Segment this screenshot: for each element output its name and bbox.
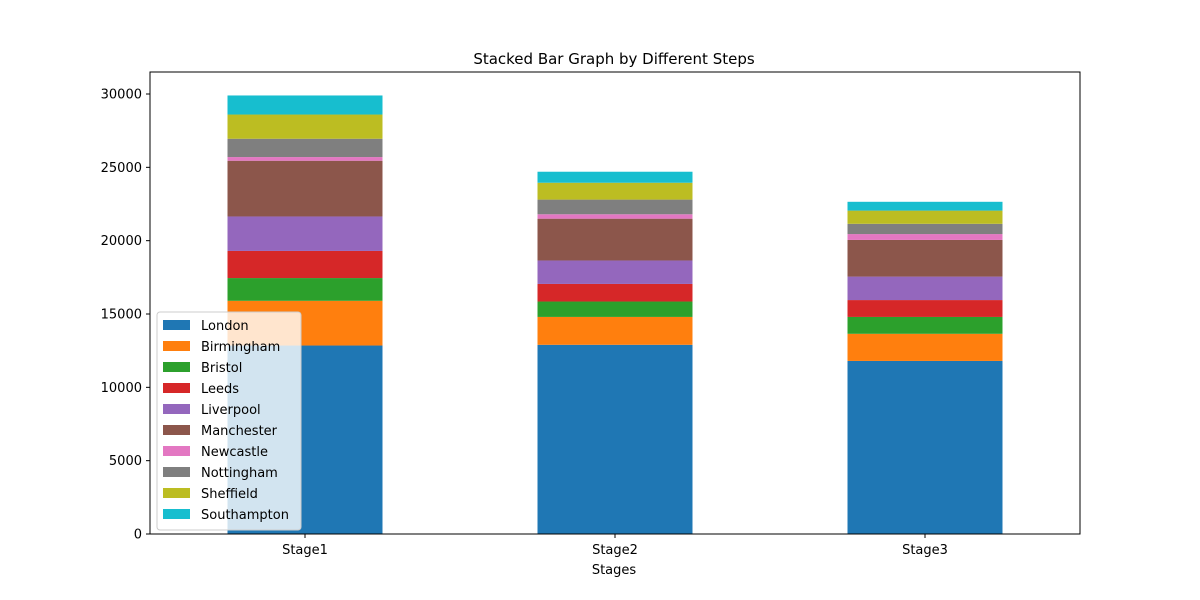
bar-segment-manchester-stage1	[227, 160, 383, 217]
series-london	[227, 344, 1003, 534]
bar-segment-southampton-stage1	[227, 95, 383, 115]
bar-segment-sheffield-stage3	[847, 210, 1003, 224]
legend-label-nottingham: Nottingham	[201, 466, 278, 481]
series-manchester	[227, 160, 1003, 277]
bar-segment-leeds-stage2	[537, 283, 693, 302]
x-tick-label-stage1: Stage1	[282, 543, 328, 558]
bar-segment-newcastle-stage1	[227, 157, 383, 161]
legend-swatch-nottingham	[163, 467, 190, 477]
bar-segment-sheffield-stage1	[227, 114, 383, 139]
bar-segment-newcastle-stage3	[847, 234, 1003, 240]
bar-segment-manchester-stage3	[847, 239, 1003, 277]
legend-label-london: London	[201, 319, 249, 334]
series-nottingham	[227, 138, 1003, 235]
legend: London Birmingham Bristol Leeds Liverpool Man…	[156, 311, 302, 531]
series-leeds	[227, 250, 1003, 317]
chart-title: Stacked Bar Graph by Different Steps	[473, 50, 755, 68]
legend-label-birmingham: Birmingham	[201, 340, 280, 355]
bar-segment-liverpool-stage3	[847, 276, 1003, 301]
bar-segment-london-stage3	[847, 360, 1003, 534]
series-southampton	[227, 95, 1003, 211]
legend-swatch-liverpool	[163, 404, 190, 414]
legend-swatch-london	[163, 320, 190, 330]
x-tick-label-stage3: Stage3	[902, 543, 948, 558]
legend-label-leeds: Leeds	[201, 382, 239, 397]
legend-label-bristol: Bristol	[201, 361, 242, 376]
bar-segment-sheffield-stage2	[537, 182, 693, 200]
y-tick-label: 5000	[109, 454, 142, 469]
bar-segment-birmingham-stage3	[847, 333, 1003, 361]
y-tick-label: 15000	[101, 308, 142, 323]
legend-swatch-southampton	[163, 509, 190, 519]
y-tick-label: 25000	[101, 161, 142, 176]
series-liverpool	[227, 216, 1003, 301]
series-bristol	[227, 278, 1003, 334]
legend-box	[156, 311, 302, 531]
bar-segment-leeds-stage1	[227, 250, 383, 279]
bar-segment-nottingham-stage1	[227, 138, 383, 158]
legend-swatch-sheffield	[163, 488, 190, 498]
legend-swatch-leeds	[163, 383, 190, 393]
legend-swatch-birmingham	[163, 341, 190, 351]
x-tick-label-stage2: Stage2	[592, 543, 638, 558]
y-tick-label: 10000	[101, 381, 142, 396]
bar-segment-birmingham-stage2	[537, 316, 693, 345]
legend-swatch-bristol	[163, 362, 190, 372]
series-newcastle	[227, 157, 1003, 240]
legend-label-newcastle: Newcastle	[201, 445, 268, 460]
bar-segment-bristol-stage2	[537, 301, 693, 317]
y-tick-label: 30000	[101, 88, 142, 103]
legend-label-southampton: Southampton	[201, 508, 289, 523]
y-tick-label: 20000	[101, 234, 142, 249]
legend-swatch-newcastle	[163, 446, 190, 456]
series-sheffield	[227, 114, 1003, 224]
legend-label-sheffield: Sheffield	[201, 487, 258, 502]
bar-segment-newcastle-stage2	[537, 214, 693, 219]
legend-swatch-manchester	[163, 425, 190, 435]
bar-segment-nottingham-stage2	[537, 199, 693, 215]
legend-label-liverpool: Liverpool	[201, 403, 261, 418]
axes-layer: 0 5000 10000 15000 20000 25000 30000 Stage1 Stag…	[101, 71, 1081, 558]
bar-segment-leeds-stage3	[847, 300, 1003, 317]
bar-segment-liverpool-stage2	[537, 260, 693, 284]
x-axis-label: Stages	[592, 563, 637, 578]
bar-segment-manchester-stage2	[537, 218, 693, 261]
bar-segment-london-stage2	[537, 344, 693, 534]
bar-segment-liverpool-stage1	[227, 216, 383, 251]
y-tick-label: 0	[134, 528, 142, 543]
bar-segment-southampton-stage2	[537, 171, 693, 183]
bar-segment-nottingham-stage3	[847, 223, 1003, 235]
legend-label-manchester: Manchester	[201, 424, 278, 439]
bar-segment-bristol-stage3	[847, 316, 1003, 334]
bar-segment-bristol-stage1	[227, 278, 383, 301]
bar-segment-southampton-stage3	[847, 201, 1003, 211]
